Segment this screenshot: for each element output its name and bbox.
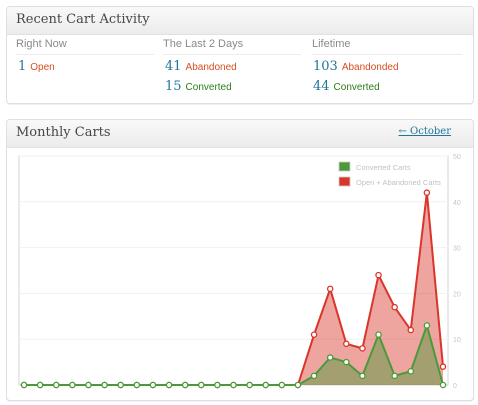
data-point (407, 368, 415, 375)
data-point (294, 381, 302, 389)
lifetime-abandoned-stat: 103 Abandonded (313, 57, 399, 75)
data-point (69, 381, 76, 389)
data-point (326, 285, 334, 293)
y-tick-label: 0 (453, 383, 457, 390)
y-tick-label: 50 (453, 154, 461, 161)
last-2-days-abandoned-stat: 41 Abandoned (165, 57, 237, 75)
y-tick-label: 40 (453, 200, 461, 207)
abandoned-lifetime-label: Abandonded (341, 62, 399, 73)
data-point (343, 358, 350, 366)
legend-label: Converted Carts (356, 163, 411, 172)
data-point (310, 372, 318, 380)
previous-month-link[interactable]: ← October (398, 126, 452, 137)
abandoned-lifetime-count: 103 (313, 59, 338, 74)
data-point (214, 381, 221, 389)
recent-cart-activity-panel: Recent Cart Activity Right Now The Last … (6, 6, 474, 104)
data-point (359, 372, 366, 380)
data-point (310, 331, 318, 338)
abandoned-2days-label: Abandoned (185, 62, 237, 73)
data-point (359, 345, 366, 352)
data-point (181, 381, 189, 389)
abandoned-2days-count: 41 (165, 59, 182, 74)
series-area-0 (24, 325, 443, 385)
data-point (20, 381, 28, 389)
series-area-1 (24, 192, 443, 385)
data-point (230, 381, 237, 389)
data-point (246, 381, 253, 389)
right-now-open-stat: 1 Open (18, 57, 55, 75)
data-point (375, 271, 382, 279)
data-point (278, 381, 286, 389)
y-tick-label: 10 (453, 337, 461, 344)
data-point (439, 363, 447, 370)
data-point (36, 381, 44, 389)
data-point (85, 381, 92, 389)
data-point (52, 381, 60, 389)
lifetime-converted-stat: 44 Converted (313, 77, 380, 95)
data-point (133, 381, 141, 389)
data-point (439, 381, 447, 389)
data-point (326, 354, 334, 361)
lifetime-label: Lifetime (312, 38, 351, 50)
data-point (198, 381, 205, 389)
monthly-carts-chart: 0 10 20 30 40 50 Converted Carts Open + Abandon… (18, 154, 461, 390)
data-point (407, 326, 415, 334)
monthly-carts-panel: Monthly Carts ← October 0 10 20 30 40 50 Conve… (6, 119, 474, 401)
legend-label: Open + Abandoned Carts (356, 178, 441, 187)
last-2-days-converted-stat: 15 Converted (165, 77, 232, 95)
y-tick-label: 20 (453, 291, 461, 298)
open-label: Open (30, 62, 55, 73)
plot-frame (18, 155, 449, 386)
data-point (423, 322, 431, 329)
legend-swatch (338, 161, 351, 172)
recent-cart-activity-header: Recent Cart Activity (7, 7, 473, 35)
converted-lifetime-count: 44 (313, 79, 330, 94)
legend-swatch (338, 176, 351, 187)
last-2-days-label: The Last 2 Days (163, 38, 244, 50)
converted-2days-count: 15 (165, 79, 182, 94)
data-point (101, 381, 108, 389)
y-tick-label: 30 (453, 246, 461, 253)
data-point (117, 381, 124, 389)
recent-cart-activity-title: Recent Cart Activity (16, 12, 150, 27)
data-point (149, 381, 157, 389)
data-point (423, 189, 431, 196)
converted-2days-label: Converted (185, 82, 232, 93)
converted-lifetime-label: Converted (333, 82, 380, 93)
monthly-carts-title: Monthly Carts (16, 125, 111, 140)
data-point (262, 381, 269, 389)
data-point (343, 340, 350, 348)
data-point (165, 381, 173, 389)
data-point (375, 331, 382, 338)
data-point (391, 303, 398, 311)
monthly-carts-header: Monthly Carts ← October (7, 120, 473, 148)
open-count: 1 (18, 59, 27, 74)
data-point (391, 372, 398, 380)
right-now-label: Right Now (16, 38, 67, 50)
